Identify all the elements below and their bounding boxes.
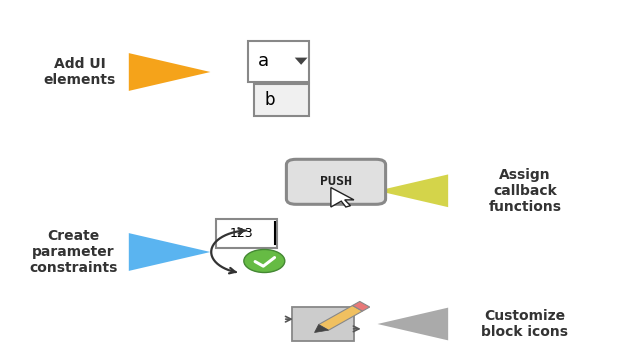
Text: Add UI
elements: Add UI elements — [44, 57, 116, 87]
FancyBboxPatch shape — [216, 219, 277, 248]
Polygon shape — [314, 325, 328, 333]
FancyBboxPatch shape — [255, 84, 309, 116]
Polygon shape — [129, 53, 211, 91]
FancyBboxPatch shape — [287, 159, 385, 204]
FancyBboxPatch shape — [292, 307, 354, 341]
Polygon shape — [353, 301, 370, 311]
Text: Assign
callback
functions: Assign callback functions — [488, 168, 561, 214]
Polygon shape — [378, 175, 448, 207]
Polygon shape — [319, 306, 362, 330]
Text: PUSH: PUSH — [320, 175, 352, 189]
Text: a: a — [258, 52, 269, 70]
Text: b: b — [264, 91, 275, 109]
Polygon shape — [295, 58, 308, 65]
Circle shape — [244, 249, 285, 273]
Polygon shape — [378, 307, 448, 341]
FancyBboxPatch shape — [248, 40, 309, 82]
Polygon shape — [331, 188, 354, 207]
Polygon shape — [129, 233, 211, 271]
Text: Create
parameter
constraints: Create parameter constraints — [29, 229, 118, 275]
Text: Customize
block icons: Customize block icons — [481, 309, 568, 339]
Text: 123: 123 — [230, 227, 253, 240]
